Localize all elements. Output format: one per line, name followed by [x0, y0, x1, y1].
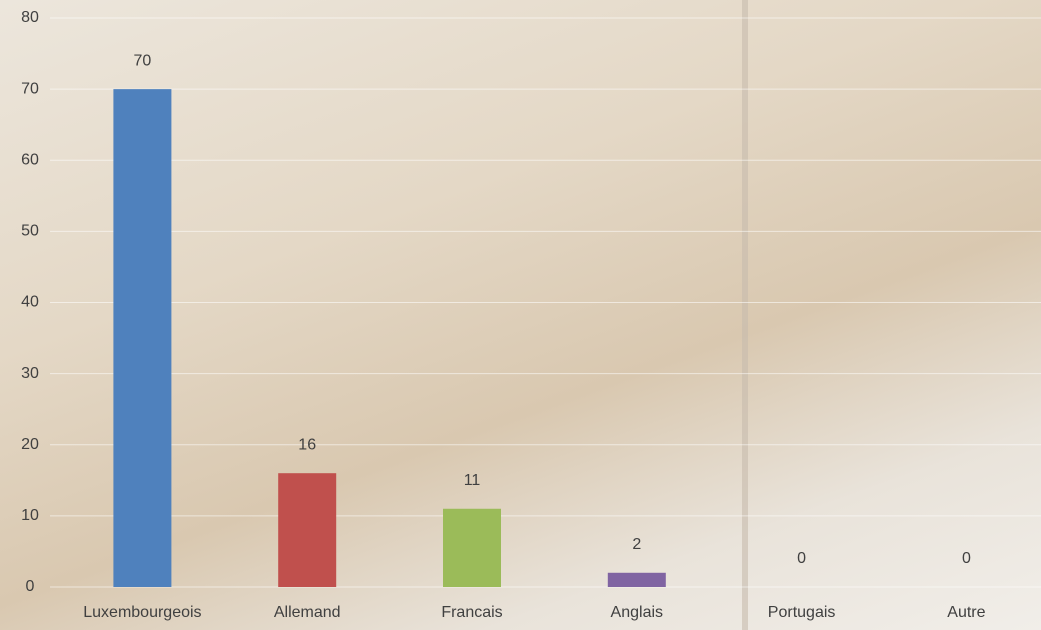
x-tick-label: Portugais — [768, 604, 836, 621]
y-tick-label: 60 — [21, 151, 39, 168]
y-tick-label: 10 — [21, 507, 39, 524]
data-label: 0 — [797, 550, 806, 567]
y-tick-label: 50 — [21, 223, 39, 240]
y-tick-label: 30 — [21, 365, 39, 382]
x-tick-label: Francais — [441, 604, 502, 621]
y-tick-label: 80 — [21, 9, 39, 26]
data-label: 0 — [962, 550, 971, 567]
x-tick-label: Anglais — [611, 604, 663, 621]
data-label: 16 — [298, 436, 316, 453]
bar — [443, 509, 501, 587]
data-label: 70 — [134, 52, 152, 69]
bar — [608, 573, 666, 587]
y-tick-label: 20 — [21, 436, 39, 453]
bar — [113, 89, 171, 587]
y-tick-label: 0 — [26, 578, 35, 595]
chart: 01020304050607080Luxembourgeois70Alleman… — [0, 0, 1041, 630]
bar — [278, 473, 336, 587]
y-tick-label: 70 — [21, 80, 39, 97]
x-tick-label: Luxembourgeois — [83, 604, 201, 621]
data-label: 11 — [464, 472, 481, 489]
x-tick-label: Allemand — [274, 604, 341, 621]
data-label: 2 — [632, 536, 641, 553]
y-tick-label: 40 — [21, 294, 39, 311]
x-tick-label: Autre — [947, 604, 985, 621]
